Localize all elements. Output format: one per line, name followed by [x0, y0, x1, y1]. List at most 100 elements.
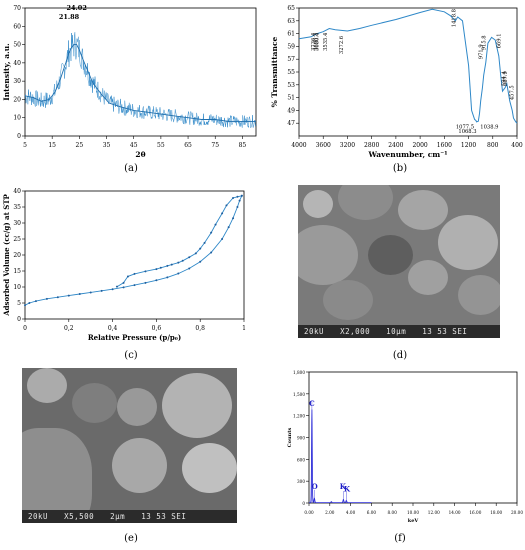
y-tick-label: 57: [287, 56, 295, 63]
y-tick-label: 70: [13, 5, 21, 12]
y-tick-label: 0: [302, 501, 305, 506]
x-tick-label: 2400: [388, 142, 403, 149]
x-tick-label: 75: [211, 142, 219, 149]
y-tick-label: 300: [297, 479, 305, 484]
isotherm-point: [45, 297, 48, 300]
x-tick-label: 2000: [412, 142, 427, 149]
band-label: 3696.5: [313, 33, 319, 51]
eds-chart: 0.00 2.00 4.00 6.00 8.00 10.00 12.00 14.00 16.00…: [285, 366, 525, 526]
band-label: 457.5: [510, 85, 516, 100]
isotherm-point: [236, 206, 239, 208]
x-tick-label: 1: [242, 325, 246, 332]
x-axis-label: Relative Pressure (p/p₀): [88, 333, 181, 342]
isotherm-chart: 0 0,2 0,4 0,6 0,8 1 0 5 10 15 20 25 30 35 40 Relative P…: [0, 183, 262, 343]
isotherm-point: [225, 204, 228, 207]
y-tick-label: 10: [13, 284, 21, 291]
x-tick-label: 8.00: [388, 510, 398, 515]
y-tick-label: 47: [287, 120, 295, 127]
isotherm-point: [177, 272, 180, 275]
x-tick-label: 20.00: [511, 510, 523, 515]
x-tick-label: 0.00: [304, 510, 314, 515]
y-tick-label: 5: [17, 300, 21, 307]
isotherm-point: [34, 300, 37, 303]
y-tick-label: 40: [13, 60, 21, 67]
isotherm-point: [210, 251, 213, 254]
x-tick-label: 0: [23, 325, 27, 332]
band-label: 3272.6: [339, 36, 345, 54]
peak-label: 21.88: [59, 13, 80, 21]
y-axis-label: Counts: [287, 427, 293, 447]
isotherm-point: [238, 199, 241, 202]
eds-spectrum: [309, 409, 372, 504]
x-tick-label: 3600: [316, 142, 331, 149]
isotherm-point: [221, 212, 224, 215]
xrd-plot: 5 15 25 35 45 55 65 75 85 0 10 20 30 40 50 60 70 2θ Intens…: [2, 4, 257, 159]
y-axis-label: % Transmittance: [270, 36, 279, 107]
x-tick-label: 0,8: [195, 325, 205, 332]
y-tick-label: 30: [13, 78, 21, 85]
isotherm-point: [122, 281, 125, 284]
x-tick-label: 10.00: [407, 510, 419, 515]
y-tick-label: 49: [287, 107, 295, 114]
isotherm-point: [159, 266, 162, 269]
y-tick-label: 40: [13, 188, 21, 195]
x-tick-label: 2800: [364, 142, 379, 149]
peak-label-K: K: [340, 482, 347, 491]
isotherm-point: [144, 270, 147, 273]
y-tick-label: 30: [13, 220, 21, 227]
y-axis-label: Adsorbed Volume (cc/g) at STP: [2, 193, 11, 316]
isotherm-point: [232, 217, 235, 220]
xrd-profile-series: [24, 44, 256, 122]
y-tick-label: 1,800: [293, 370, 305, 375]
isotherm-point: [181, 259, 184, 262]
isotherm-point: [24, 304, 26, 307]
x-axis-label: keV: [408, 518, 419, 524]
isotherm-point: [133, 284, 136, 287]
y-tick-label: 20: [13, 96, 21, 103]
x-tick-label: 400: [511, 142, 523, 149]
isotherm-point: [177, 261, 180, 264]
y-tick-label: 15: [13, 268, 21, 275]
x-tick-label: 65: [184, 142, 192, 149]
x-tick-label: 6.00: [367, 510, 377, 515]
peak-label-C: C: [309, 399, 315, 408]
x-tick-label: 12.00: [428, 510, 440, 515]
band-label: 594.4: [501, 71, 507, 87]
peak-label-O: O: [312, 482, 318, 491]
eds-plot: 0.00 2.00 4.00 6.00 8.00 10.00 12.00 14.00 16.00…: [287, 370, 523, 524]
x-tick-label: 25: [76, 142, 84, 149]
band-label: 1077.5: [456, 124, 474, 130]
peak-label-K: K: [344, 484, 351, 493]
y-tick-label: 50: [13, 42, 21, 49]
x-tick-label: 18.00: [490, 510, 502, 515]
isotherm-point: [188, 256, 191, 259]
band-label: 1418.8: [451, 9, 457, 27]
caption-f: (f): [394, 533, 406, 544]
x-tick-label: 5: [23, 142, 27, 149]
y-tick-label: 51: [287, 95, 295, 102]
plot-frame: [24, 190, 245, 320]
isotherm-point: [144, 281, 147, 284]
x-tick-label: 0,6: [152, 325, 162, 332]
isotherm-point: [199, 247, 202, 250]
caption-c: (c): [124, 350, 138, 361]
y-tick-label: 0: [17, 316, 21, 323]
y-tick-label: 61: [287, 31, 295, 38]
band-label: 3535.4: [323, 32, 329, 51]
x-axis-label: 2θ: [135, 150, 145, 159]
isotherm-point: [115, 285, 118, 288]
sem-info-bar: 20kU X2,000 10μm 13 53 SEI: [298, 325, 500, 338]
band-label: 669.1: [497, 33, 503, 48]
y-tick-label: 1,200: [293, 414, 305, 419]
caption-e: (e): [124, 533, 138, 544]
y-tick-label: 35: [13, 204, 21, 211]
band-label: 567.9: [503, 71, 509, 86]
isotherm-point: [166, 276, 169, 279]
isotherm-branch-1: [116, 195, 242, 288]
x-tick-label: 85: [239, 142, 247, 149]
y-tick-label: 63: [287, 18, 295, 25]
isotherm-point: [56, 296, 59, 299]
isotherm-point: [89, 291, 92, 294]
caption-a: (a): [124, 163, 138, 174]
ftir-series: [298, 8, 518, 124]
